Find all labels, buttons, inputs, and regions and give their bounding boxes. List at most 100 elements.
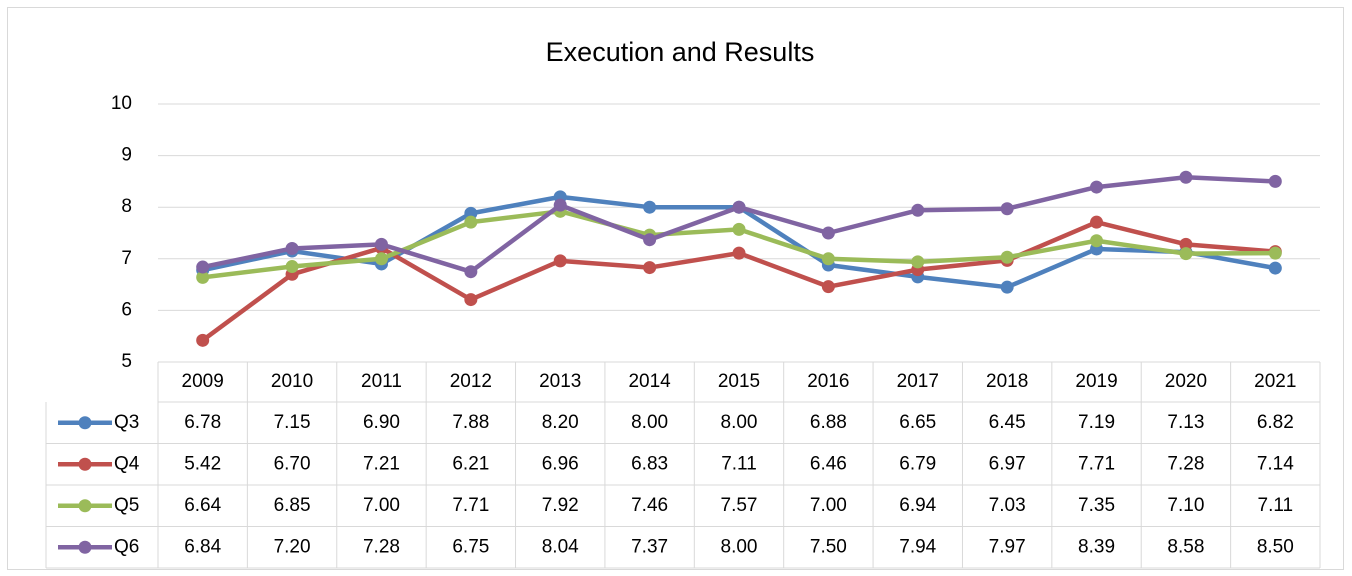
x-tick-label: 2017 — [897, 371, 939, 392]
table-value: 7.50 — [810, 536, 847, 557]
x-tick-label: 2014 — [628, 371, 671, 392]
y-tick-label: 9 — [121, 145, 132, 166]
table-value: 6.65 — [899, 412, 936, 433]
table-value: 8.50 — [1257, 536, 1294, 557]
table-value: 6.45 — [989, 412, 1026, 433]
legend-label: Q3 — [114, 412, 139, 433]
y-tick-label: 5 — [121, 351, 132, 372]
table-value: 8.00 — [721, 536, 758, 557]
marker — [285, 260, 299, 274]
table-value: 7.92 — [542, 495, 579, 516]
table-value: 7.00 — [363, 495, 400, 516]
marker — [1090, 180, 1104, 194]
table-value: 7.03 — [989, 495, 1026, 516]
marker — [1000, 202, 1014, 216]
table-value: 7.94 — [899, 536, 936, 557]
marker — [196, 270, 210, 284]
marker — [196, 260, 210, 274]
marker — [911, 203, 925, 217]
marker — [464, 293, 478, 307]
marker — [553, 254, 567, 268]
marker — [732, 246, 746, 260]
marker — [1268, 174, 1282, 188]
marker — [553, 198, 567, 212]
marker — [1000, 250, 1014, 264]
x-tick-label: 2009 — [182, 371, 224, 392]
x-tick-label: 2010 — [271, 371, 313, 392]
marker — [1179, 237, 1193, 251]
table-value: 6.82 — [1257, 412, 1294, 433]
table-value: 7.11 — [721, 453, 757, 474]
x-tick-label: 2015 — [718, 371, 760, 392]
table-value: 6.78 — [184, 412, 221, 433]
table-value: 8.00 — [631, 412, 668, 433]
y-tick-label: 8 — [121, 196, 132, 217]
x-tick-label: 2021 — [1254, 371, 1296, 392]
table-value: 7.19 — [1078, 412, 1115, 433]
legend-label: Q5 — [114, 495, 139, 516]
marker — [1268, 261, 1282, 275]
marker — [1090, 234, 1104, 248]
table-value: 8.20 — [542, 412, 579, 433]
table-value: 6.85 — [274, 495, 311, 516]
table-value: 7.71 — [452, 495, 489, 516]
table-value: 7.57 — [721, 495, 758, 516]
table-value: 6.21 — [452, 453, 489, 474]
chart-title: Execution and Results — [546, 37, 815, 67]
table-value: 7.10 — [1167, 495, 1204, 516]
marker — [285, 241, 299, 255]
table-value: 6.64 — [184, 495, 221, 516]
chart-border — [7, 7, 1344, 570]
marker — [196, 333, 210, 347]
marker — [1179, 170, 1193, 184]
marker — [464, 265, 478, 279]
x-tick-label: 2012 — [450, 371, 492, 392]
table-value: 7.28 — [363, 536, 400, 557]
marker — [464, 215, 478, 229]
legend-marker — [78, 540, 92, 554]
x-tick-label: 2019 — [1075, 371, 1117, 392]
table-value: 6.46 — [810, 453, 847, 474]
table-value: 6.79 — [899, 453, 936, 474]
x-tick-label: 2016 — [807, 371, 849, 392]
table-value: 7.15 — [274, 412, 311, 433]
x-tick-label: 2020 — [1165, 371, 1207, 392]
marker — [643, 261, 657, 275]
table-value: 8.04 — [542, 536, 579, 557]
table-value: 7.11 — [1258, 495, 1294, 516]
table-value: 6.75 — [452, 536, 489, 557]
y-tick-label: 10 — [111, 93, 132, 114]
marker — [1179, 247, 1193, 261]
table-value: 6.70 — [274, 453, 311, 474]
marker — [732, 222, 746, 236]
legend-marker — [78, 416, 92, 430]
legend-label: Q6 — [114, 536, 139, 557]
table-value: 7.28 — [1167, 453, 1204, 474]
legend-label: Q4 — [114, 453, 140, 474]
table-value: 8.39 — [1078, 536, 1115, 557]
table-value: 7.71 — [1078, 453, 1115, 474]
marker — [732, 200, 746, 214]
table-value: 6.90 — [363, 412, 400, 433]
marker — [821, 252, 835, 266]
table-value: 7.35 — [1078, 495, 1115, 516]
marker — [374, 237, 388, 251]
marker — [821, 226, 835, 240]
table-value: 6.94 — [899, 495, 936, 516]
marker — [821, 280, 835, 294]
table-value: 7.88 — [452, 412, 489, 433]
table-value: 6.83 — [631, 453, 668, 474]
marker — [374, 252, 388, 266]
marker — [643, 200, 657, 214]
table-value: 7.20 — [274, 536, 311, 557]
x-tick-label: 2013 — [539, 371, 581, 392]
y-tick-label: 6 — [121, 299, 132, 320]
table-value: 6.96 — [542, 453, 579, 474]
marker — [1000, 280, 1014, 294]
table-value: 7.97 — [989, 536, 1026, 557]
table-value: 7.13 — [1167, 412, 1204, 433]
marker — [911, 255, 925, 269]
table-value: 7.21 — [363, 453, 400, 474]
x-tick-label: 2011 — [361, 371, 402, 392]
legend-marker — [78, 457, 92, 471]
